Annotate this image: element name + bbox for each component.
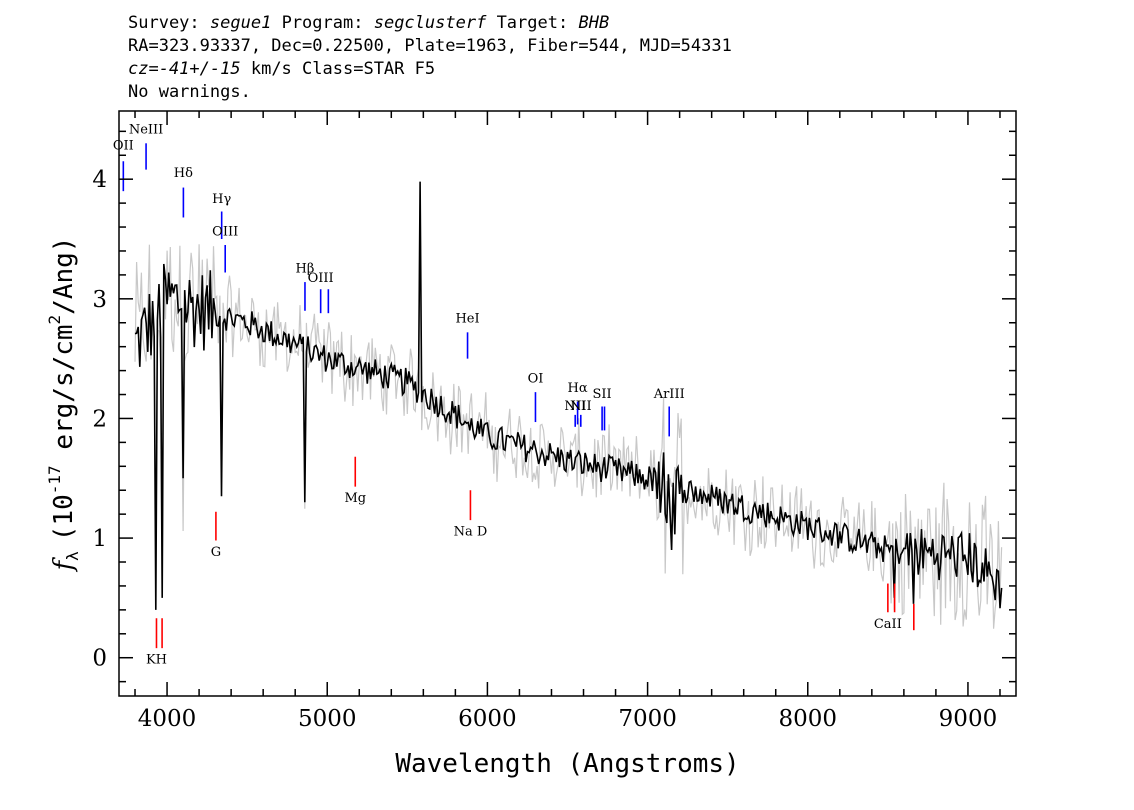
emission-line-label: Hγ xyxy=(212,192,231,207)
emission-line-label: ArIII xyxy=(653,387,685,402)
header-line-survey: Survey: segue1 Program: segclusterf Targ… xyxy=(128,12,732,35)
absorption-line-label: Na D xyxy=(454,525,488,540)
y-tick-label: 4 xyxy=(92,167,107,193)
emission-line-label: OI xyxy=(528,372,544,387)
emission-line-label: Hβ xyxy=(296,262,315,277)
emission-line-label: NII xyxy=(564,399,586,414)
absorption-line-label: G xyxy=(211,545,221,560)
emission-line-label: OIII xyxy=(308,271,334,286)
emission-line-label: NII xyxy=(570,399,592,414)
error-series xyxy=(134,197,1003,629)
x-tick-label: 6000 xyxy=(458,706,517,732)
header-line-warnings: No warnings. xyxy=(128,82,251,102)
x-tick-label: 4000 xyxy=(138,706,197,732)
flux-series-line xyxy=(134,181,1003,610)
y-axis-title-open: (10 xyxy=(49,494,79,541)
absorption-line-label: KH xyxy=(146,653,167,668)
emission-line-label: Hα xyxy=(568,381,588,396)
emission-line-label: NeIII xyxy=(129,123,163,138)
y-tick-label: 0 xyxy=(92,646,107,672)
program-value: segclusterf xyxy=(373,13,487,33)
target-value: BHB xyxy=(578,13,610,33)
y-axis-title-sq: 2 xyxy=(45,315,64,325)
header-line-coords: RA=323.93337, Dec=0.22500, Plate=1963, F… xyxy=(128,36,732,56)
y-axis-title-sub: λ xyxy=(63,551,82,561)
x-tick-label: 8000 xyxy=(778,706,837,732)
plot-frame xyxy=(118,110,1017,697)
target-label: Target: xyxy=(496,13,569,33)
x-tick-label: 9000 xyxy=(939,706,998,732)
emission-line-label: OII xyxy=(113,138,134,153)
axis-ticks: 4000 5000 6000 7000 8000 9000 0 1 2 3 4 xyxy=(92,111,1016,732)
absorption-line-label: CaII xyxy=(874,617,902,632)
emission-line-label: HeI xyxy=(455,312,479,327)
header-line-redshift: cz=-41+/-15 km/s Class=STAR F5 xyxy=(128,58,732,81)
y-tick-label: 1 xyxy=(92,526,107,552)
y-tick-label: 2 xyxy=(92,406,107,432)
survey-value: segue1 xyxy=(209,13,272,33)
redshift-value: cz=-41+/-15 xyxy=(128,59,241,79)
y-axis-title-close: /Ang) xyxy=(49,237,79,315)
y-tick-label: 3 xyxy=(92,287,107,313)
y-axis-title: fλ(10-17 erg/s/cm2/Ang) xyxy=(45,237,82,573)
x-tick-label: 5000 xyxy=(298,706,357,732)
flux-series xyxy=(134,181,1003,610)
error-series-line xyxy=(134,197,1003,629)
emission-line-label: SII xyxy=(593,387,612,402)
y-axis-title-exp: -17 xyxy=(45,465,64,494)
redshift-units: km/s xyxy=(250,59,292,79)
emission-line-label: Hδ xyxy=(174,166,193,181)
survey-label: Survey: xyxy=(128,13,200,33)
emission-line-label: OIII xyxy=(212,224,238,239)
x-tick-label: 7000 xyxy=(618,706,677,732)
program-label: Program: xyxy=(281,13,364,33)
absorption-line-label: Mg xyxy=(344,491,366,506)
class-value: Class=STAR F5 xyxy=(302,59,436,79)
x-axis-title: Wavelength (Angstroms) xyxy=(395,749,739,779)
spectrum-header: Survey: segue1 Program: segclusterf Targ… xyxy=(128,12,732,104)
y-axis-title-mid: erg/s/cm xyxy=(49,324,79,465)
